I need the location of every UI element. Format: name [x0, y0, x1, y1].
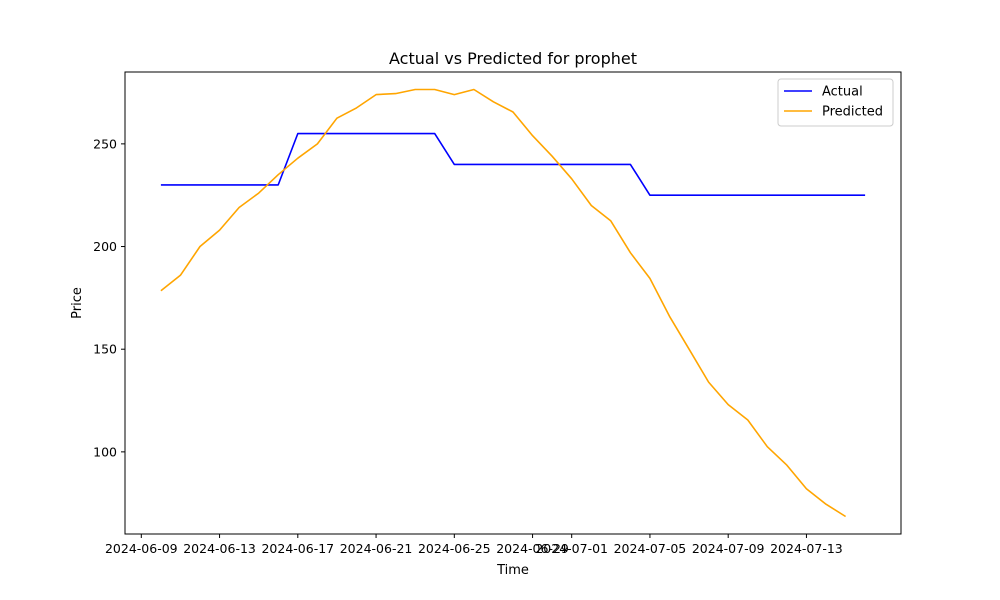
- x-tick-label: 2024-07-13: [770, 541, 843, 556]
- x-tick-label: 2024-07-05: [614, 541, 687, 556]
- legend: Actual Predicted: [777, 78, 894, 127]
- y-tick-label: 250: [93, 136, 117, 151]
- x-tick-label: 2024-06-29: [496, 541, 569, 556]
- axes-frame: [124, 71, 902, 535]
- series-line-actual: [160, 132, 866, 196]
- x-tick-label: 2024-06-21: [340, 541, 413, 556]
- y-tick-label: 150: [93, 342, 117, 357]
- y-tick-label: 100: [93, 444, 117, 459]
- series-line-predicted: [160, 88, 847, 518]
- axes: 2024-06-09 2024-06-13 2024-06-17 2024-06-21…: [93, 71, 902, 556]
- x-tick-label: 2024-06-13: [183, 541, 256, 556]
- plot-area: [160, 88, 866, 518]
- x-tick-label: 2024-07-01: [535, 541, 608, 556]
- x-tick-label: 2024-06-25: [418, 541, 491, 556]
- x-tick-label: 2024-07-09: [692, 541, 765, 556]
- legend-label-predicted: Predicted: [822, 105, 883, 120]
- x-axis-label: Time: [496, 563, 529, 578]
- x-tick-label: 2024-06-17: [261, 541, 334, 556]
- legend-label-actual: Actual: [822, 85, 863, 100]
- x-tick-label: 2024-06-09: [105, 541, 178, 556]
- chart-title: Actual vs Predicted for prophet: [389, 49, 637, 68]
- y-tick-label: 200: [93, 239, 117, 254]
- y-axis-label: Price: [70, 287, 85, 319]
